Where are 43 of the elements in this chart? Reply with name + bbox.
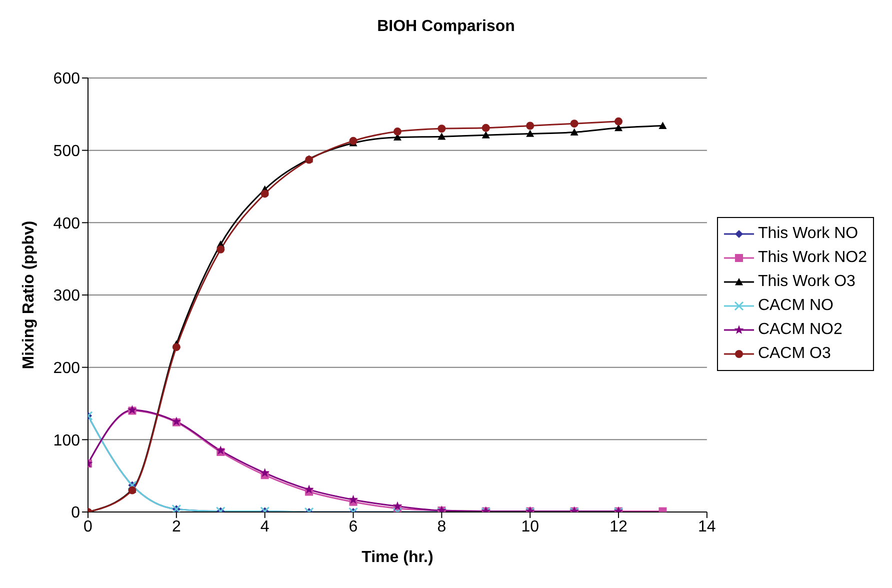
point <box>526 130 534 137</box>
point <box>438 124 446 133</box>
point <box>482 124 490 132</box>
x-tick-label: 8 <box>437 518 446 536</box>
point <box>304 484 314 494</box>
point <box>348 494 358 504</box>
point <box>260 468 270 477</box>
point <box>349 136 358 145</box>
y-tick-label: 0 <box>71 504 80 522</box>
x-tick-label: 6 <box>348 518 358 536</box>
y-tick-label: 600 <box>53 70 80 88</box>
y-tick-label: 100 <box>53 432 80 450</box>
point <box>172 343 180 352</box>
x-tick-label: 0 <box>84 518 93 536</box>
point <box>570 128 578 136</box>
point <box>438 132 446 140</box>
y-tick-label: 500 <box>53 143 80 160</box>
y-axis-title: Mixing Ratio (ppbv) <box>20 220 38 370</box>
x-tick-label: 12 <box>610 518 628 536</box>
legend-label: This Work O3 <box>758 273 856 291</box>
x-tick-label: 14 <box>698 518 716 536</box>
chart-title: BIOH Comparison <box>376 18 516 36</box>
legend-label: CACM O3 <box>758 345 831 363</box>
point <box>393 128 402 136</box>
y-tick-label: 200 <box>53 360 80 378</box>
legend-label: CACM NO2 <box>758 321 842 339</box>
point <box>216 245 225 254</box>
x-tick-label: 2 <box>172 518 181 536</box>
x-tick-label: 10 <box>521 518 540 536</box>
point <box>614 117 623 126</box>
x-tick-label: 4 <box>260 518 270 536</box>
point <box>392 501 402 510</box>
point <box>260 190 269 198</box>
legend-label: This Work NO2 <box>758 249 867 267</box>
legend-label: This Work NO <box>758 225 858 243</box>
y-tick-label: 300 <box>53 288 80 305</box>
point <box>526 122 534 130</box>
y-tick-label: 400 <box>53 215 80 232</box>
point <box>570 120 578 128</box>
point <box>482 131 490 138</box>
legend-label: CACM NO <box>758 297 834 315</box>
x-axis-title: Time (hr.) <box>362 549 434 566</box>
point <box>658 122 667 129</box>
